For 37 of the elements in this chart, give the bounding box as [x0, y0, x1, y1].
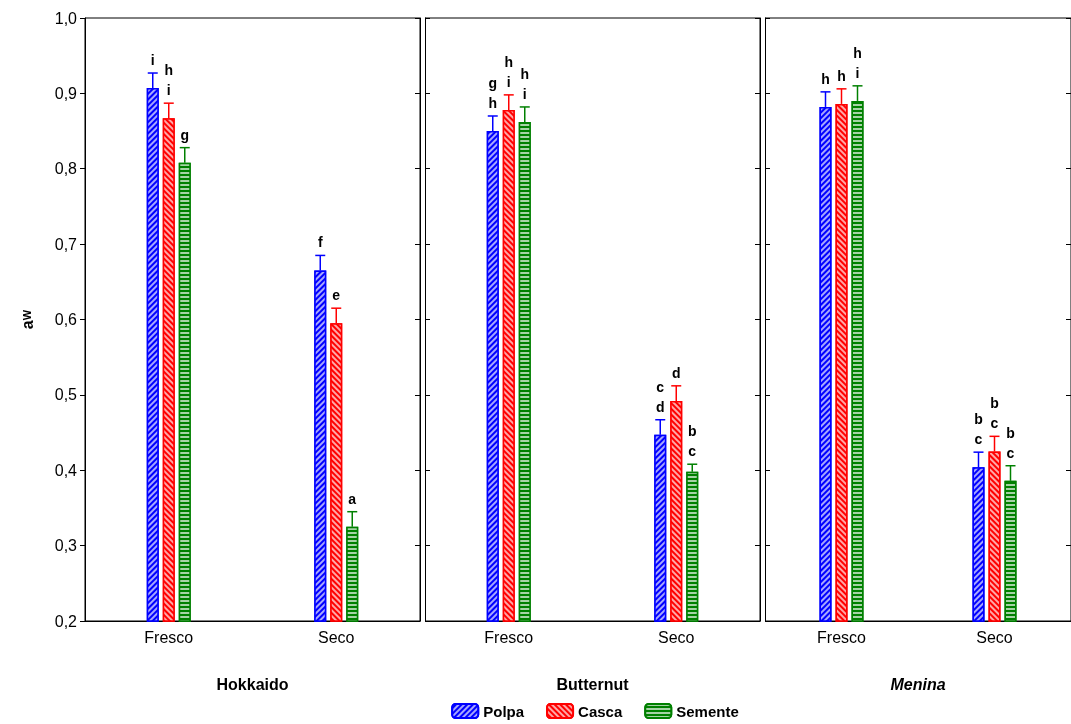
y-tick-label: 0,5: [54, 386, 78, 404]
legend-label: Polpa: [483, 702, 525, 720]
x-tick-label: Fresco: [817, 628, 867, 646]
y-tick-label: 0,2: [54, 612, 78, 630]
data-label: h i: [520, 65, 530, 102]
x-tick-label: Fresco: [144, 628, 194, 646]
data-label: d: [671, 364, 681, 381]
data-label: g h: [488, 74, 498, 111]
y-tick-label: 1,0: [54, 9, 78, 27]
x-tick-label: Fresco: [484, 628, 534, 646]
x-axis-title: Hokkaido: [216, 675, 289, 693]
legend-label: Semente: [676, 702, 739, 720]
x-tick-label: Seco: [318, 628, 355, 646]
x-axis-title: Butternut: [556, 675, 630, 693]
data-label: h: [821, 70, 830, 87]
data-label: a: [348, 490, 357, 507]
x-tick-label: Seco: [976, 628, 1013, 646]
y-tick-label: 0,7: [54, 235, 78, 253]
x-axis-title: Menina: [890, 675, 946, 693]
data-label: c d: [655, 378, 665, 415]
y-tick-label: 0,4: [54, 461, 78, 479]
data-label: b c: [687, 423, 697, 460]
data-label: f: [317, 234, 323, 251]
x-tick-label: Seco: [658, 628, 695, 646]
data-label: i: [150, 52, 155, 69]
data-label: h i: [164, 62, 174, 99]
y-tick-label: 0,6: [54, 311, 78, 328]
data-label: b c: [1006, 424, 1015, 461]
data-label: b c: [974, 411, 983, 448]
data-label: h i: [853, 44, 862, 81]
data-label: e: [332, 287, 341, 304]
legend-label: Casca: [578, 702, 623, 720]
data-label: h: [837, 67, 846, 84]
y-tick-label: 0,9: [54, 84, 78, 102]
y-tick-label: 0,3: [54, 537, 78, 555]
y-tick-label: 0,8: [54, 160, 78, 178]
data-label: g: [180, 126, 190, 143]
